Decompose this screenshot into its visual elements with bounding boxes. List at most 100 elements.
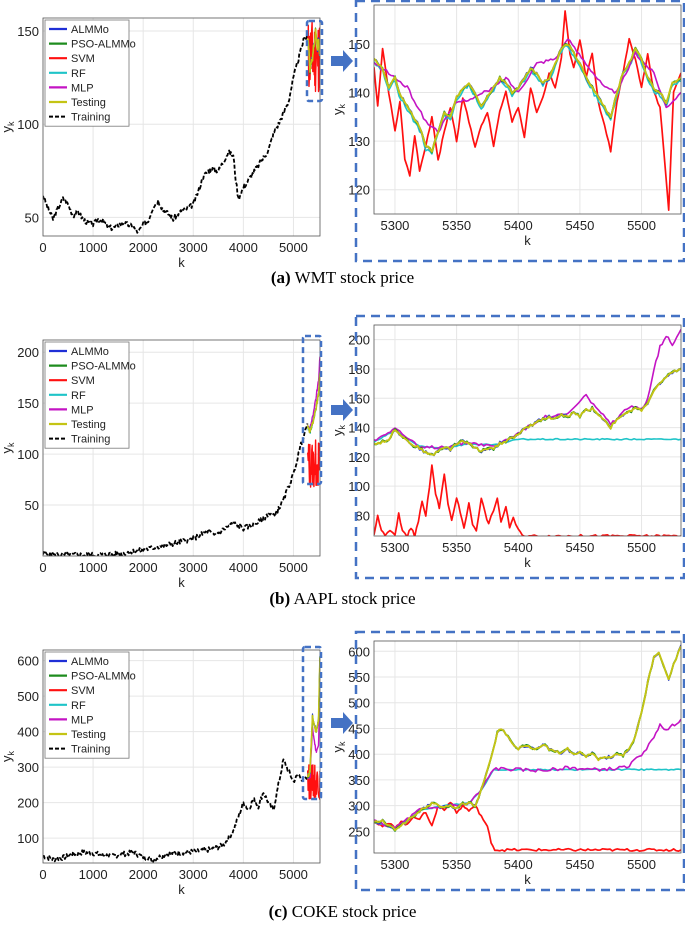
legend-label-almmo: ALMMo [71,24,109,36]
x-tick-label: 3000 [179,867,208,882]
series-svm-line [374,10,681,211]
x-tick-label: 3000 [179,240,208,255]
legend-label-testing: Testing [71,729,106,741]
y-tick-label: 50 [25,210,39,225]
plot-frame [373,640,682,854]
legend-label-mlp: MLP [71,714,94,726]
plot-frame [373,324,682,537]
y-axis-label: yk [330,425,347,437]
x-tick-label: 5450 [565,540,594,555]
y-tick-label: 250 [348,824,370,839]
y-tick-label: 450 [348,721,370,736]
x-axis-label: k [178,255,185,270]
x-tick-label: 5000 [279,867,308,882]
legend-label-almmo: ALMMo [71,656,109,668]
panel-COKE-full: 0 1000 2000 3000 4000 5000 100 200 300 400 500 600 k… [0,649,321,897]
series-group [374,329,681,536]
zoom-arrow-icon [331,50,353,72]
legend: ALMMo PSO-ALMMo SVM RF MLP Testing Training [44,341,136,449]
y-tick-label: 300 [17,760,39,775]
y-tick-label: 200 [17,345,39,360]
y-tick-label: 100 [17,117,39,132]
zoom-region-box [301,645,323,801]
legend-label-mlp: MLP [71,404,94,416]
legend-label-almmo: ALMMo [71,346,109,358]
legend-label-svm: SVM [71,375,95,387]
x-tick-label: 1000 [79,867,108,882]
legend-label-testing: Testing [71,419,106,431]
legend-label-rf: RF [71,68,86,80]
series-mlp-line [307,356,320,431]
x-tick-label: 5350 [442,857,471,872]
x-tick-label: 5400 [504,857,533,872]
y-tick-label: 130 [348,134,370,149]
x-tick-label: 5000 [279,240,308,255]
x-tick-label: 4000 [229,240,258,255]
series-training-line [43,758,309,863]
x-tick-label: 2000 [129,867,158,882]
x-axis-label: k [178,575,185,590]
zoom-region-box [301,334,323,486]
y-tick-label: 600 [17,654,39,669]
x-axis-label: k [178,882,185,897]
caption-b-text: AAPL stock price [290,589,416,608]
x-tick-label: 2000 [129,560,158,575]
y-axis-label: yk [330,104,347,116]
y-axis-label: yk [330,741,347,753]
x-tick-label: 5400 [504,540,533,555]
y-tick-label: 140 [348,85,370,100]
panel-WMT-zoom: 5300 5350 5400 5450 5500 120 130 140 150 k yk [330,4,682,248]
legend-label-training: Training [71,434,110,446]
legend-label-pso-almmo: PSO-ALMMo [71,361,136,373]
y-tick-label: 150 [348,37,370,52]
x-axis-label: k [524,555,531,570]
panel-AAPL-zoom: 5300 5350 5400 5450 5500 80 100 120 140 160 180 200… [330,324,682,570]
x-tick-label: 5350 [442,540,471,555]
legend-label-training: Training [71,112,110,124]
plot-area [374,325,681,536]
caption-b: (b) AAPL stock price [0,589,685,609]
caption-a-text: WMT stock price [290,268,415,287]
legend-label-training: Training [71,744,110,756]
x-tick-label: 0 [39,560,46,575]
legend-label-svm: SVM [71,685,95,697]
y-tick-label: 160 [348,391,370,406]
legend-label-pso-almmo: PSO-ALMMo [71,39,136,51]
series-group [374,10,681,211]
legend: ALMMo PSO-ALMMo SVM RF MLP Testing Training [44,19,136,127]
x-tick-label: 5300 [380,218,409,233]
y-tick-label: 100 [17,447,39,462]
x-axis-label: k [524,233,531,248]
caption-a: (a) WMT stock price [0,268,685,288]
y-tick-label: 200 [17,796,39,811]
x-tick-label: 5500 [627,857,656,872]
y-tick-label: 350 [348,773,370,788]
legend-label-mlp: MLP [71,82,94,94]
y-tick-label: 200 [348,333,370,348]
caption-b-label: (b) [269,589,291,608]
legend-label-rf: RF [71,390,86,402]
legend-label-pso-almmo: PSO-ALMMo [71,671,136,683]
y-tick-label: 140 [348,421,370,436]
series-mlp-line [374,38,681,134]
legend-label-svm: SVM [71,53,95,65]
y-axis-label: yk [0,751,16,763]
series-testing-line [306,657,320,778]
x-tick-label: 5400 [504,218,533,233]
x-axis-label: k [524,872,531,887]
series-testing-line [374,645,681,832]
series-group [43,20,320,234]
x-tick-label: 1000 [79,560,108,575]
zoom-panel-frame [354,0,685,263]
series-svm-line [374,464,681,536]
y-tick-label: 600 [348,644,370,659]
y-axis-label: yk [0,442,16,454]
series-rf-line [374,429,681,450]
x-tick-label: 1000 [79,240,108,255]
series-group [374,644,681,853]
y-tick-label: 120 [348,183,370,198]
y-tick-label: 100 [17,831,39,846]
caption-c: (c) COKE stock price [0,902,685,922]
plot-frame [42,339,321,557]
